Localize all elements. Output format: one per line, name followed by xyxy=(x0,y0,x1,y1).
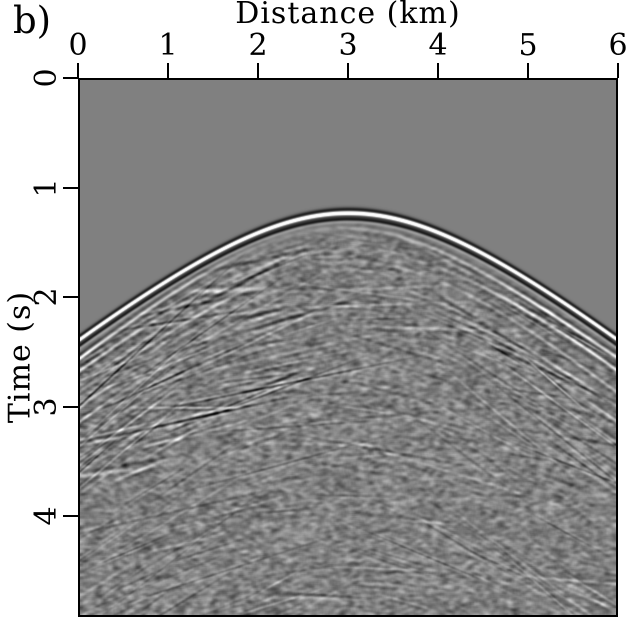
y-tick-label: 1 xyxy=(29,178,64,198)
y-tick-label: 0 xyxy=(29,68,64,88)
x-tick-label: 5 xyxy=(518,28,538,63)
x-tick-mark xyxy=(77,63,79,78)
x-tick-mark xyxy=(167,63,169,78)
y-tick-mark xyxy=(63,515,78,518)
x-axis-title: Distance (km) xyxy=(235,0,461,31)
y-tick-label: 2 xyxy=(29,287,64,307)
x-tick-mark xyxy=(617,63,619,78)
x-tick-mark xyxy=(347,63,349,78)
x-tick-label: 2 xyxy=(248,28,268,63)
x-tick-label: 1 xyxy=(158,28,178,63)
panel-label: b) xyxy=(13,0,52,42)
y-tick-mark xyxy=(63,405,78,408)
x-tick-label: 4 xyxy=(428,28,448,63)
x-tick-label: 3 xyxy=(338,28,358,63)
y-tick-mark xyxy=(63,186,78,189)
x-tick-label: 6 xyxy=(608,28,626,63)
x-tick-mark xyxy=(437,63,439,78)
y-tick-label: 4 xyxy=(29,506,64,526)
seismic-image xyxy=(80,80,616,615)
y-tick-mark xyxy=(63,77,78,79)
x-tick-mark xyxy=(527,63,529,78)
y-tick-label: 3 xyxy=(29,397,64,417)
plot-area xyxy=(78,78,618,617)
x-tick-label: 0 xyxy=(68,28,88,63)
y-tick-mark xyxy=(63,296,78,299)
x-tick-mark xyxy=(257,63,259,78)
